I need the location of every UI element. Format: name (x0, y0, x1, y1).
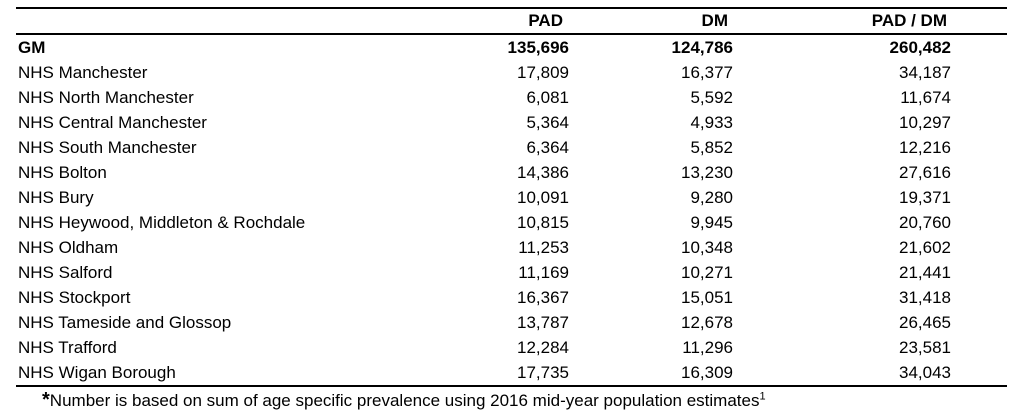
cell-pad-dm: 12,216 (899, 138, 951, 157)
cell-pad: 5,364 (526, 113, 569, 132)
cell-area: NHS Trafford (18, 338, 117, 357)
table-row: NHS Heywood, Middleton & Rochdale 10,815 9… (16, 210, 1007, 235)
prevalence-table-container: PAD DM PAD / DM GM 135,696 124,786 260,482 N… (16, 7, 1007, 387)
prevalence-table: PAD DM PAD / DM GM 135,696 124,786 260,482 N… (16, 7, 1007, 387)
cell-dm: 15,051 (681, 288, 733, 307)
header-dm: DM (701, 11, 728, 30)
cell-pad-dm: 10,297 (899, 113, 951, 132)
cell-dm: 10,348 (681, 238, 733, 257)
cell-area: NHS Central Manchester (18, 113, 207, 132)
cell-pad-dm: 20,760 (899, 213, 951, 232)
table-row: NHS Trafford 12,284 11,296 23,581 (16, 335, 1007, 360)
cell-area: NHS Tameside and Glossop (18, 313, 232, 332)
cell-pad: 13,787 (517, 313, 569, 332)
table-row: NHS Bolton 14,386 13,230 27,616 (16, 160, 1007, 185)
cell-pad: 10,815 (517, 213, 569, 232)
cell-pad: 6,081 (526, 88, 569, 107)
cell-area: NHS Oldham (18, 238, 119, 257)
cell-area: NHS Bury (18, 188, 94, 207)
cell-pad-dm: 31,418 (899, 288, 951, 307)
cell-pad: 11,253 (518, 238, 569, 257)
cell-pad: 10,091 (517, 188, 569, 207)
cell-area: NHS Wigan Borough (18, 363, 176, 382)
table-total-row: GM 135,696 124,786 260,482 (16, 34, 1007, 60)
cell-pad-dm: 19,371 (899, 188, 951, 207)
cell-dm: 124,786 (671, 38, 733, 57)
table-row: NHS Salford 11,169 10,271 21,441 (16, 260, 1007, 285)
table-row: NHS Oldham 11,253 10,348 21,602 (16, 235, 1007, 260)
cell-area: NHS Heywood, Middleton & Rochdale (18, 213, 306, 232)
cell-pad-dm: 21,441 (899, 263, 951, 282)
cell-pad-dm: 23,581 (899, 338, 951, 357)
cell-dm: 16,309 (681, 363, 733, 382)
cell-dm: 5,852 (690, 138, 733, 157)
cell-pad: 135,696 (507, 38, 569, 57)
table-row: NHS Tameside and Glossop 13,787 12,678 26,4… (16, 310, 1007, 335)
cell-pad-dm: 11,674 (900, 88, 951, 107)
cell-dm: 16,377 (681, 63, 733, 82)
table-row: NHS Bury 10,091 9,280 19,371 (16, 185, 1007, 210)
table-row: NHS Central Manchester 5,364 4,933 10,297 (16, 110, 1007, 135)
table-header-row: PAD DM PAD / DM (16, 8, 1007, 34)
cell-dm: 4,933 (690, 113, 733, 132)
table-row: NHS Manchester 17,809 16,377 34,187 (16, 60, 1007, 85)
cell-dm: 10,271 (681, 263, 733, 282)
cell-pad: 17,809 (517, 63, 569, 82)
table-body: GM 135,696 124,786 260,482 NHS Manchester 17,… (16, 34, 1007, 386)
cell-dm: 9,945 (690, 213, 733, 232)
table-row: NHS Wigan Borough 17,735 16,309 34,043 (16, 360, 1007, 386)
cell-dm: 11,296 (682, 338, 733, 357)
cell-dm: 13,230 (681, 163, 733, 182)
cell-pad: 11,169 (518, 263, 569, 282)
cell-pad: 17,735 (517, 363, 569, 382)
cell-dm: 5,592 (690, 88, 733, 107)
cell-dm: 12,678 (681, 313, 733, 332)
cell-pad: 12,284 (517, 338, 569, 357)
cell-pad-dm: 26,465 (899, 313, 951, 332)
cell-area: NHS North Manchester (18, 88, 194, 107)
cell-area: NHS Stockport (18, 288, 131, 307)
cell-pad-dm: 27,616 (899, 163, 951, 182)
cell-area: NHS Salford (18, 263, 113, 282)
cell-pad: 16,367 (517, 288, 569, 307)
footnote-reference: 1 (759, 390, 766, 403)
table-row: NHS South Manchester 6,364 5,852 12,216 (16, 135, 1007, 160)
header-pad: PAD (528, 11, 563, 30)
cell-dm: 9,280 (690, 188, 733, 207)
cell-area: NHS Bolton (18, 163, 107, 182)
footnote-marker: * (42, 389, 50, 411)
header-area (16, 8, 411, 34)
cell-area: GM (18, 38, 46, 57)
cell-area: NHS South Manchester (18, 138, 197, 157)
cell-area: NHS Manchester (18, 63, 148, 82)
header-pad-dm: PAD / DM (871, 11, 947, 30)
footnote-text: Number is based on sum of age specific p… (49, 391, 760, 410)
cell-pad: 6,364 (526, 138, 569, 157)
footnote: *Number is based on sum of age specific … (42, 389, 766, 412)
cell-pad-dm: 21,602 (899, 238, 951, 257)
cell-pad: 14,386 (517, 163, 569, 182)
cell-pad-dm: 34,043 (899, 363, 951, 382)
table-row: NHS Stockport 16,367 15,051 31,418 (16, 285, 1007, 310)
cell-pad-dm: 34,187 (899, 63, 951, 82)
table-row: NHS North Manchester 6,081 5,592 11,674 (16, 85, 1007, 110)
cell-pad-dm: 260,482 (889, 38, 951, 57)
